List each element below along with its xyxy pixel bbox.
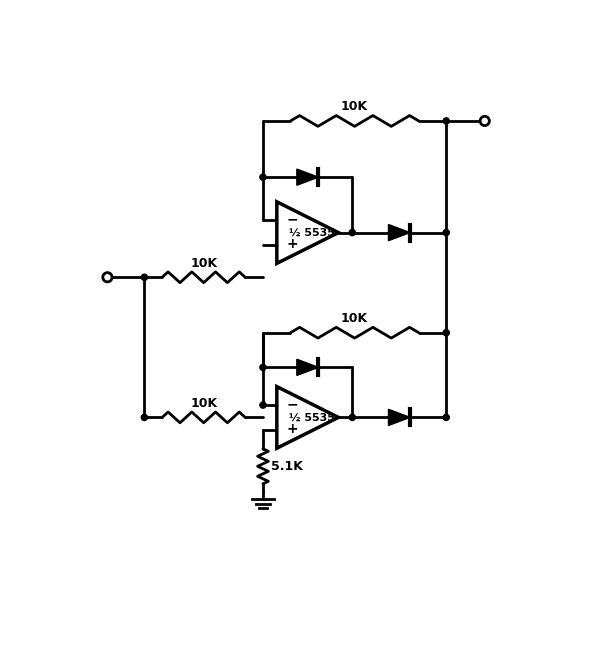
Text: −: − — [286, 398, 297, 411]
Text: 10K: 10K — [190, 257, 217, 270]
Circle shape — [349, 229, 355, 236]
Polygon shape — [297, 359, 319, 375]
Polygon shape — [388, 409, 410, 426]
Circle shape — [443, 118, 450, 124]
Text: ½ 5535: ½ 5535 — [289, 413, 335, 422]
Circle shape — [260, 402, 266, 408]
Polygon shape — [277, 202, 338, 263]
Circle shape — [141, 274, 147, 280]
Circle shape — [349, 415, 355, 421]
Text: −: − — [286, 212, 297, 227]
Polygon shape — [277, 386, 338, 448]
Polygon shape — [297, 169, 319, 185]
Circle shape — [443, 329, 450, 336]
Circle shape — [443, 415, 450, 421]
Text: 10K: 10K — [341, 100, 368, 113]
Circle shape — [260, 364, 266, 371]
Text: 10K: 10K — [341, 312, 368, 325]
Text: +: + — [286, 422, 297, 436]
Circle shape — [260, 174, 266, 180]
Circle shape — [103, 272, 112, 282]
Text: ½ 5535: ½ 5535 — [289, 227, 335, 238]
Polygon shape — [388, 225, 410, 240]
Text: 5.1K: 5.1K — [270, 460, 302, 473]
Circle shape — [141, 415, 147, 421]
Circle shape — [480, 117, 489, 126]
Text: 10K: 10K — [190, 397, 217, 409]
Text: +: + — [286, 237, 297, 251]
Circle shape — [443, 229, 450, 236]
